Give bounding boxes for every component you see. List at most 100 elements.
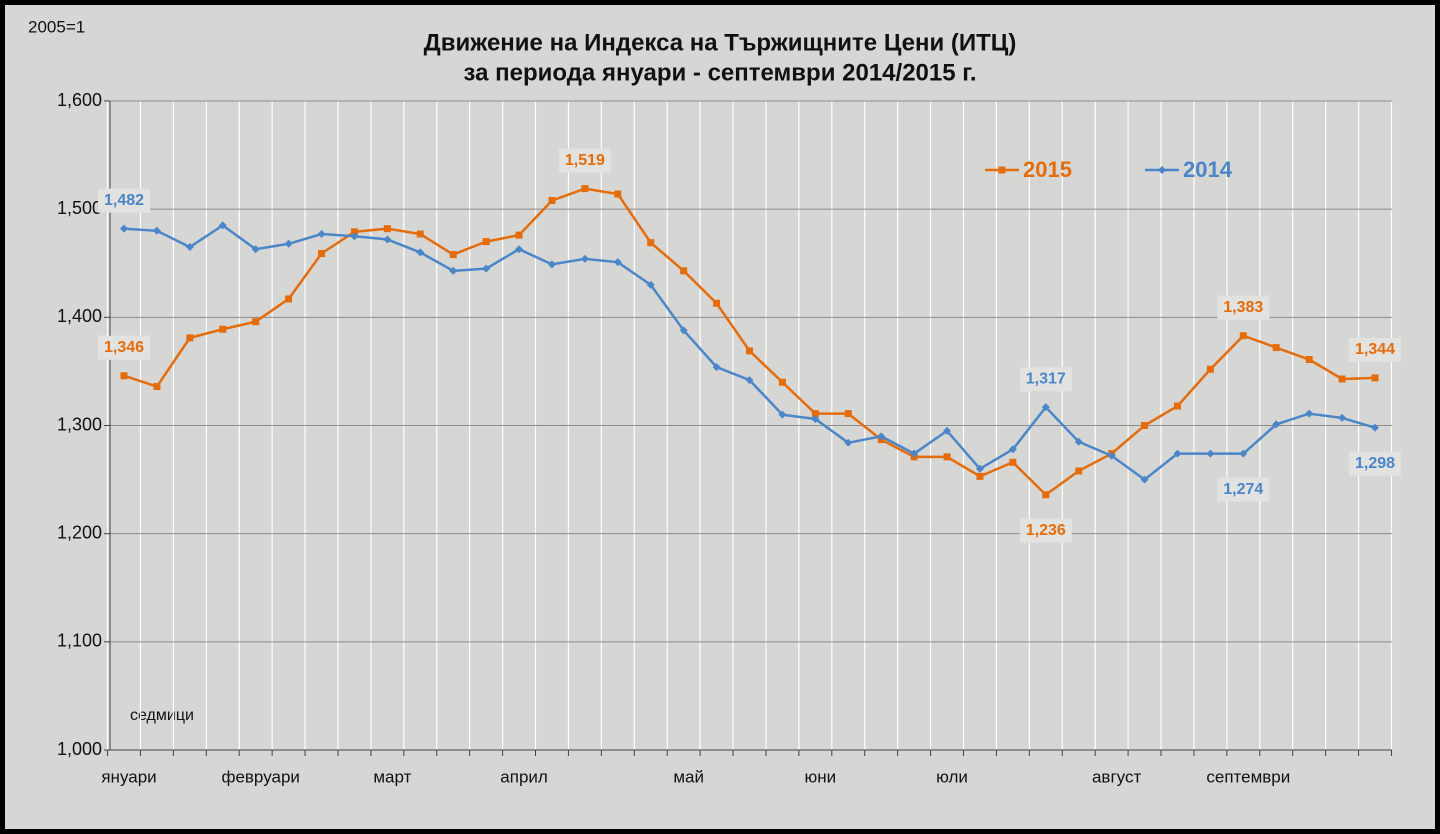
x-tick-label: септември — [1206, 767, 1290, 786]
point — [152, 226, 161, 235]
point — [383, 225, 391, 233]
point — [646, 280, 655, 289]
point — [580, 254, 589, 263]
point — [449, 266, 458, 275]
data-label-bg — [1217, 295, 1270, 320]
data-label: 1,298 — [1355, 455, 1395, 472]
point — [1075, 467, 1083, 475]
data-label-bg — [1349, 451, 1401, 476]
x-tick-label: юли — [936, 767, 968, 786]
y-axis-label: 2005=1 — [28, 17, 85, 36]
point — [811, 415, 820, 424]
point — [350, 232, 359, 241]
data-label: 1,236 — [1026, 522, 1066, 539]
data-label-bg — [1019, 518, 1072, 543]
point — [120, 372, 128, 380]
point — [1272, 420, 1281, 429]
data-label-bg — [98, 335, 150, 360]
point — [219, 325, 227, 333]
point — [713, 299, 721, 307]
legend-marker — [998, 166, 1006, 174]
y-tick-label: 1,200 — [57, 522, 102, 542]
y-tick-label: 1,300 — [57, 414, 102, 434]
point — [1371, 423, 1379, 432]
point — [1042, 491, 1050, 499]
data-label: 1,317 — [1026, 370, 1066, 387]
point — [515, 231, 523, 239]
point — [252, 318, 260, 326]
point — [877, 432, 886, 441]
y-tick-label: 1,500 — [57, 198, 102, 218]
data-label-bg — [1217, 477, 1270, 502]
chart-subtitle: за периода януари - септември 2014/2015 … — [463, 59, 976, 86]
x-tick-label: март — [373, 767, 411, 786]
data-label: 1,482 — [104, 192, 144, 209]
point — [746, 347, 753, 355]
data-label-bg — [98, 188, 150, 213]
point — [416, 248, 425, 257]
point — [1009, 458, 1017, 466]
point — [284, 239, 293, 248]
x-tick-label: февруари — [221, 767, 299, 786]
data-label-bg — [1019, 367, 1072, 392]
point — [548, 197, 556, 205]
point — [1041, 403, 1050, 412]
y-tick-label: 1,100 — [57, 631, 102, 651]
point — [318, 250, 326, 258]
x-axis-label: седмици — [130, 707, 194, 724]
point — [1140, 475, 1149, 484]
data-label: 1,346 — [104, 339, 144, 356]
point — [482, 264, 491, 273]
point — [1008, 445, 1017, 454]
data-label: 1,344 — [1355, 341, 1395, 358]
point — [1173, 449, 1182, 458]
point — [186, 334, 194, 342]
point — [1206, 449, 1215, 458]
data-label-bg — [1349, 337, 1401, 362]
point — [449, 251, 457, 259]
point — [153, 383, 161, 391]
x-tick-label: август — [1092, 767, 1141, 786]
point — [285, 295, 293, 303]
chart-background — [5, 5, 1435, 829]
point — [1338, 413, 1347, 422]
point — [844, 410, 852, 418]
point — [1305, 356, 1313, 364]
legend-marker — [1158, 166, 1166, 174]
point — [383, 235, 392, 244]
point — [1239, 449, 1248, 458]
point — [745, 376, 754, 385]
point — [416, 230, 424, 238]
point — [1371, 374, 1379, 382]
point — [647, 239, 655, 247]
point — [251, 245, 260, 254]
data-label-bg — [558, 148, 611, 173]
point — [515, 245, 524, 254]
point — [1107, 451, 1116, 460]
point — [778, 378, 786, 386]
point — [844, 438, 853, 447]
point — [581, 185, 589, 193]
point — [1141, 422, 1149, 429]
x-tick-label: април — [500, 767, 548, 786]
chart-title: Движение на Индекса на Тържищните Цени (… — [424, 29, 1017, 56]
point — [614, 190, 622, 198]
y-tick-label: 1,600 — [57, 90, 102, 110]
point — [1239, 332, 1247, 340]
x-tick-label: май — [673, 767, 704, 786]
legend-label: 2015 — [1023, 157, 1072, 182]
point — [350, 228, 358, 236]
point — [1272, 344, 1280, 352]
data-label: 1,383 — [1223, 299, 1263, 316]
data-label: 1,519 — [565, 152, 605, 169]
point — [976, 472, 984, 480]
data-label: 1,274 — [1223, 481, 1263, 498]
point — [547, 260, 556, 269]
point — [613, 258, 622, 267]
point — [1173, 402, 1181, 410]
point — [679, 326, 688, 335]
x-tick-label: януари — [101, 767, 156, 786]
legend-label: 2014 — [1183, 157, 1233, 182]
point — [482, 238, 490, 246]
